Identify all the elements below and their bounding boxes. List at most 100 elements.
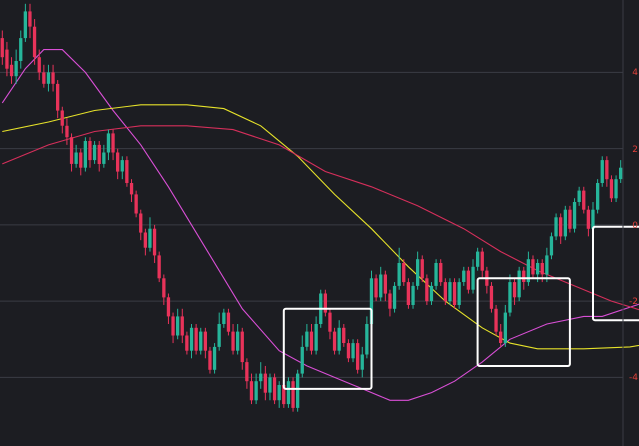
- candle: [462, 266, 466, 286]
- candle: [83, 137, 87, 172]
- candle: [480, 247, 484, 279]
- candle-body: [332, 331, 337, 351]
- candle: [166, 293, 171, 325]
- candle-body: [180, 316, 184, 336]
- candle-body: [300, 346, 304, 374]
- candle: [199, 327, 203, 355]
- candle: [429, 282, 434, 305]
- candle-body: [231, 331, 235, 351]
- candle-body: [277, 385, 281, 401]
- candle: [476, 247, 480, 271]
- highlight-boxes: [282, 225, 639, 390]
- candle: [512, 278, 517, 305]
- moving-average-line: [2, 104, 639, 350]
- candle-body: [97, 144, 101, 164]
- candle-body: [600, 160, 604, 183]
- candle-body: [23, 11, 27, 39]
- candle: [383, 270, 387, 302]
- candle-body: [28, 11, 32, 27]
- candle-body: [522, 270, 526, 282]
- candle: [392, 282, 397, 313]
- candle: [97, 141, 101, 172]
- candle-body: [549, 236, 554, 256]
- candle-body: [120, 160, 124, 172]
- candle-body: [425, 278, 429, 302]
- candle-body: [476, 251, 480, 267]
- candle: [268, 373, 272, 401]
- candle: [28, 3, 32, 39]
- candle: [420, 255, 424, 283]
- candle-body: [323, 293, 327, 313]
- candle-body: [176, 316, 180, 336]
- candle-body: [360, 354, 364, 370]
- candle-body: [545, 255, 549, 275]
- candle-body: [397, 263, 401, 286]
- candle: [272, 373, 277, 405]
- candle: [374, 274, 378, 302]
- y-tick-label: -2: [629, 297, 638, 308]
- candle-body: [489, 285, 494, 309]
- highlight-box: [592, 225, 639, 322]
- candle: [614, 175, 618, 203]
- moving-average-line: [2, 125, 639, 311]
- candle-body: [342, 327, 346, 343]
- candle-body: [37, 57, 41, 73]
- candle: [545, 247, 549, 283]
- candle: [263, 365, 267, 401]
- candle-body: [388, 293, 392, 309]
- candle-body: [171, 316, 175, 336]
- candle: [102, 144, 106, 168]
- candle: [471, 259, 475, 294]
- candle-body: [457, 282, 461, 305]
- candle-body: [609, 179, 614, 199]
- candle-body: [286, 381, 291, 405]
- candle-body: [402, 263, 406, 283]
- candle-body: [106, 133, 111, 153]
- candle: [157, 251, 161, 283]
- candle-body: [351, 343, 355, 359]
- candle: [189, 324, 194, 359]
- y-tick-label: 2: [632, 144, 638, 155]
- candle-body: [577, 190, 581, 202]
- candle: [217, 312, 221, 351]
- candle-body: [346, 343, 351, 359]
- candle: [226, 308, 231, 336]
- candle: [300, 335, 304, 378]
- candle-body: [203, 331, 207, 351]
- candle: [619, 160, 623, 183]
- candle-body: [222, 312, 226, 324]
- candle-body: [374, 278, 378, 298]
- candle: [65, 118, 69, 145]
- candle-body: [226, 312, 231, 332]
- candle: [162, 274, 166, 305]
- candle-body: [65, 125, 69, 138]
- candle-body: [296, 373, 300, 408]
- candle-body: [116, 152, 120, 172]
- candle: [148, 217, 152, 252]
- candle: [106, 129, 111, 161]
- candle: [37, 49, 41, 81]
- candle: [56, 80, 60, 119]
- candle: [245, 358, 249, 389]
- candle: [346, 339, 351, 363]
- candle: [411, 282, 415, 309]
- candle: [416, 251, 420, 290]
- y-tick-label: 0: [632, 220, 638, 231]
- candle-body: [236, 331, 240, 351]
- candle-body: [365, 324, 369, 355]
- candle: [397, 247, 401, 290]
- candle-body: [157, 255, 161, 279]
- candle-body: [199, 331, 203, 351]
- candle: [328, 308, 332, 340]
- candle-body: [572, 202, 577, 229]
- candle: [466, 266, 470, 294]
- candle-body: [337, 327, 341, 351]
- candle: [286, 377, 291, 408]
- candle: [517, 266, 521, 302]
- candle-body: [596, 183, 600, 210]
- candle: [249, 373, 254, 405]
- candle: [605, 156, 609, 187]
- candle-body: [272, 377, 277, 401]
- candle-body: [568, 209, 572, 229]
- candle-body: [508, 282, 512, 313]
